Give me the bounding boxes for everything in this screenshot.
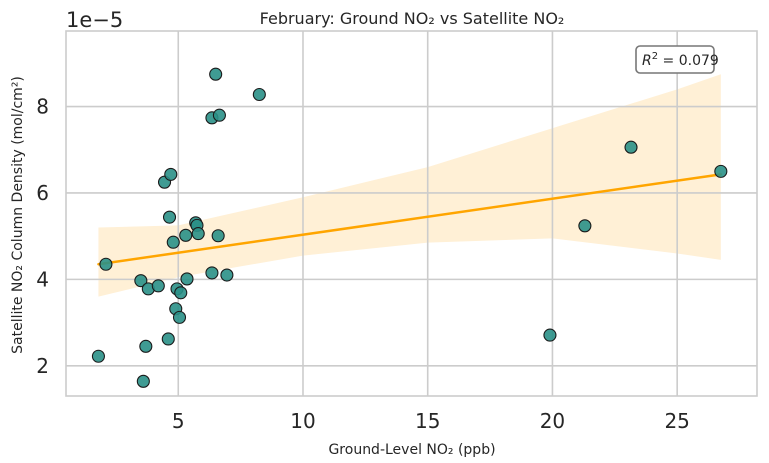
x-axis-title: Ground-Level NO₂ (ppb) — [328, 442, 495, 458]
data-point — [161, 332, 175, 346]
data-point — [162, 210, 177, 224]
x-tick-label: 5 — [172, 409, 185, 433]
data-point — [543, 328, 557, 342]
data-point — [624, 140, 638, 154]
y-tick-label: 4 — [36, 267, 49, 291]
ci-band — [98, 74, 721, 297]
data-points — [91, 67, 728, 388]
regression-layer — [97, 173, 723, 266]
data-point — [164, 167, 178, 181]
data-point — [99, 257, 113, 271]
data-point — [179, 228, 193, 242]
data-point — [209, 67, 223, 81]
data-point — [134, 274, 148, 288]
data-point — [91, 349, 105, 363]
y-offset-label: 1e−5 — [66, 8, 123, 32]
data-point — [578, 219, 592, 233]
y-tick-label: 6 — [36, 181, 49, 205]
y-tick-label: 8 — [36, 95, 49, 119]
chart-title: February: Ground NO₂ vs Satellite NO₂ — [260, 9, 565, 28]
regression-line — [97, 173, 723, 266]
data-point — [212, 108, 226, 122]
data-point — [166, 235, 180, 249]
y-tick-labels: 2 4 6 8 — [36, 95, 49, 378]
r2-label: R2 = 0.079 — [642, 51, 719, 69]
x-tick-label: 10 — [290, 409, 315, 433]
data-point — [180, 272, 194, 286]
data-point — [211, 229, 225, 243]
x-tick-labels: 5 10 15 20 25 — [172, 409, 690, 433]
plot-frame — [65, 30, 758, 397]
r2-annotation: R2 = 0.079 — [635, 45, 719, 74]
data-point — [139, 339, 153, 353]
data-point — [191, 227, 205, 241]
x-tick-label: 25 — [664, 409, 689, 433]
data-point — [205, 266, 219, 280]
data-point — [172, 310, 187, 324]
data-point — [136, 374, 150, 388]
confidence-band — [98, 74, 721, 297]
y-tick-label: 2 — [36, 354, 49, 378]
data-point — [151, 279, 165, 293]
data-point — [220, 268, 234, 282]
data-point — [714, 164, 728, 178]
data-point — [174, 286, 188, 300]
x-tick-label: 20 — [540, 409, 565, 433]
x-tick-label: 15 — [415, 409, 440, 433]
r2-box — [635, 45, 715, 74]
y-axis-title: Satellite NO₂ Column Density (mol/cm²) — [10, 76, 26, 354]
data-point — [252, 87, 266, 102]
